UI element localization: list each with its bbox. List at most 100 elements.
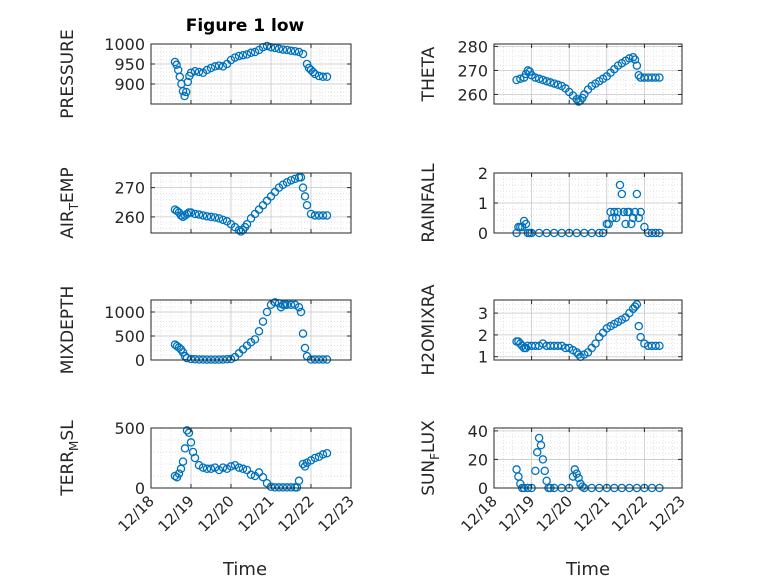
data-point [521,343,531,353]
data-point [266,482,276,492]
data-point [572,94,581,104]
data-point [636,332,645,342]
data-point [314,71,324,81]
y-axis-label: PRESSURE [58,29,78,118]
data-point [206,63,216,73]
data-point [536,440,546,450]
subplot-mixdepth: 0 500 1000 MIXDEPTH [58,286,352,375]
data-point [318,211,328,220]
data-point [613,207,623,217]
y-axis-label: THETA [419,46,439,102]
data-point [186,68,196,78]
y-tick-label: 0 [478,479,488,498]
data-point [632,300,642,309]
data-point [655,341,664,351]
data-point [542,76,551,86]
y-tick-label: 40 [468,422,488,441]
y-axis-label: H2OMIXRA [419,284,439,375]
x-axis-label-left: Time [222,559,267,580]
data-point [172,60,181,70]
data-point [538,455,548,464]
data-point [322,448,332,458]
data-point [298,49,308,59]
data-point [274,44,284,54]
data-point [310,69,320,79]
data-point [226,354,236,364]
y-tick-label: 0 [478,224,488,243]
data-point [322,72,332,82]
x-tick-label: 12/18 [115,492,158,535]
data-point [198,463,208,472]
data-point [531,341,540,351]
data-point [246,48,256,58]
data-point [278,45,288,54]
data-point [238,50,248,60]
data-point [278,483,288,492]
data-point [294,47,304,57]
axes-box [493,299,683,361]
y-tick-label: 0 [135,479,145,498]
y-tick-label: 2 [478,326,488,345]
data-point [294,476,304,486]
data-point [296,173,306,182]
data-point [302,200,312,210]
data-point [178,457,188,466]
data-point [630,55,640,64]
y-axis-label: MIXDEPTH [58,286,78,375]
y-tick-label: 1000 [104,35,145,54]
data-point [282,483,292,492]
data-point [258,317,268,326]
data-point [246,470,256,480]
data-point [190,209,200,219]
y-tick-label: 1 [478,194,488,213]
x-tick-label: 12/22 [275,492,318,535]
x-tick-label: 12/21 [235,492,278,535]
data-point [286,46,296,56]
data-point [180,91,189,101]
x-tick-label: 12/23 [315,492,358,535]
data-point [615,180,625,190]
data-point [176,211,186,220]
y-tick-label: 0 [135,351,145,370]
data-point [611,213,621,223]
data-point [634,213,644,223]
data-point [549,79,559,88]
data-point [655,73,664,82]
data-point [286,176,296,185]
data-point [308,67,318,77]
data-point [230,53,240,62]
data-point [521,219,531,229]
x-tick-label: 12/21 [570,492,613,535]
data-point [214,214,224,223]
data-point [625,54,634,63]
data-point [570,465,580,474]
y-tick-label: 20 [468,450,488,469]
data-point [306,209,316,219]
data-point [290,46,300,56]
y-tick-label: 3 [478,304,488,323]
data-point [310,211,320,220]
y-axis-label: TERRMSL [58,420,81,497]
data-point [512,75,521,85]
data-point [210,213,220,222]
data-point [174,469,184,478]
data-point [553,341,563,351]
y-axis-label: AIRTEMP [58,167,81,238]
data-point [186,354,196,364]
data-point [210,62,220,71]
data-point [578,482,587,491]
data-point [250,47,260,57]
data-point [574,350,583,359]
y-tick-label: 1 [478,348,488,367]
axes-box [493,427,683,489]
data-point [234,463,244,472]
y-axis-label: SUNFLUX [419,420,442,496]
data-point [314,211,324,220]
data-point [310,453,320,463]
data-point [296,307,306,317]
data-point [604,219,613,229]
